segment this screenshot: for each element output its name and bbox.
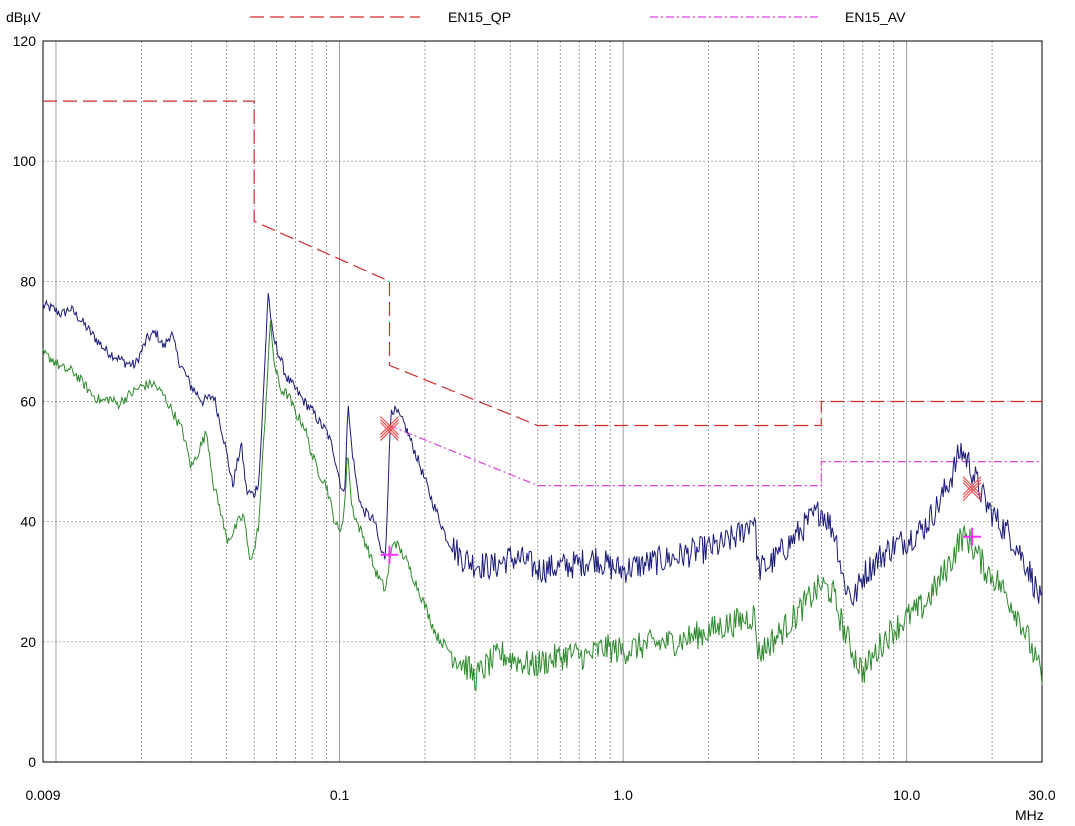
x-tick-label: 1.0 bbox=[613, 787, 633, 803]
x-tick-label: 0.1 bbox=[330, 787, 350, 803]
y-tick-label: 100 bbox=[13, 153, 37, 169]
y-tick-label: 0 bbox=[28, 754, 36, 770]
legend-label: EN15_QP bbox=[448, 9, 511, 25]
y-axis-label: dBµV bbox=[6, 9, 41, 25]
x-axis-label: MHz bbox=[1015, 807, 1044, 823]
x-tick-label: 30.0 bbox=[1028, 787, 1055, 803]
limit-line-en15_av bbox=[389, 424, 1042, 487]
y-tick-label: 40 bbox=[20, 514, 36, 530]
qp-peak-marker bbox=[380, 416, 399, 441]
y-tick-label: 60 bbox=[20, 394, 36, 410]
y-tick-label: 20 bbox=[20, 634, 36, 650]
measurement-series-1 bbox=[42, 292, 1043, 607]
legend: EN15_QP EN15_AV bbox=[250, 9, 906, 25]
legend-label: EN15_AV bbox=[845, 9, 906, 25]
measurement-series-2 bbox=[42, 320, 1043, 693]
x-tick-labels: 0.009 0.1 1.0 10.0 30.0 bbox=[25, 787, 1055, 803]
y-tick-labels: 0 20 40 60 80 100 120 bbox=[13, 33, 37, 770]
series-group bbox=[42, 292, 1043, 693]
limit-line-en15_qp bbox=[43, 100, 1042, 427]
x-tick-label: 10.0 bbox=[893, 787, 920, 803]
limit-lines bbox=[43, 100, 1042, 487]
x-tick-label: 0.009 bbox=[25, 787, 60, 803]
av-peak-marker bbox=[380, 545, 399, 564]
y-tick-label: 120 bbox=[13, 33, 37, 49]
y-tick-label: 80 bbox=[20, 273, 36, 289]
qp-peak-marker bbox=[962, 476, 982, 502]
av-peak-marker bbox=[963, 527, 982, 546]
markers bbox=[380, 416, 982, 564]
